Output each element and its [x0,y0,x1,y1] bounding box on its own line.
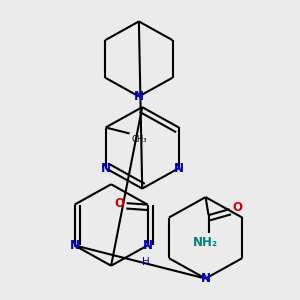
Text: N: N [174,162,184,175]
Text: N: N [201,272,211,285]
Text: O: O [114,196,124,210]
Text: N: N [101,162,111,175]
Text: CH₃: CH₃ [131,135,147,144]
Text: O: O [232,201,243,214]
Text: N: N [134,90,144,103]
Text: N: N [70,239,80,252]
Text: H: H [142,257,150,267]
Text: NH₂: NH₂ [193,236,218,249]
Text: N: N [143,239,153,252]
